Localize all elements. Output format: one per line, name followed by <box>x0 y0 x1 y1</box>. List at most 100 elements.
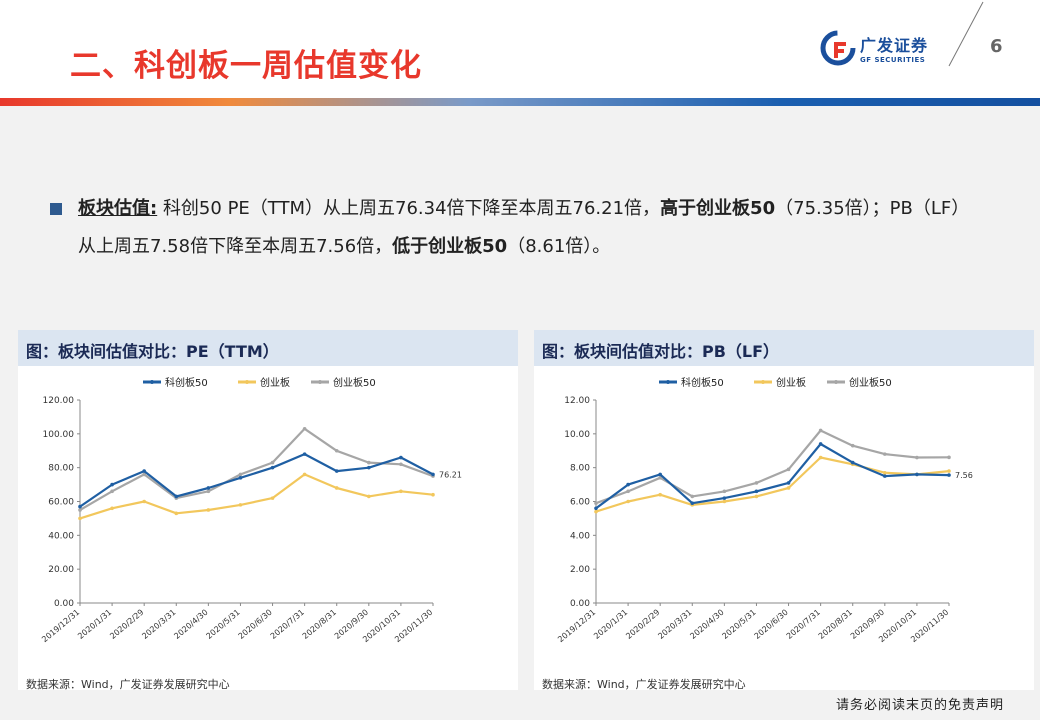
legend-marker <box>761 380 765 384</box>
series-point-1 <box>658 492 662 497</box>
series-point-1 <box>174 511 179 516</box>
series-point-0 <box>722 496 727 500</box>
series-line-0 <box>79 452 434 508</box>
series-line-1 <box>79 473 434 520</box>
series-point-0 <box>594 506 598 511</box>
series-point-0 <box>78 504 82 509</box>
series-point-1 <box>78 516 82 521</box>
x-tick-label: 2020/1/31 <box>76 608 113 641</box>
legend-marker <box>150 380 154 384</box>
x-tick-label: 2019/12/31 <box>40 608 81 645</box>
pe-chart-source: 数据来源：Wind，广发证券发展研究中心 <box>26 678 230 691</box>
series-point-2 <box>883 452 887 456</box>
gf-securities-logo: 广发证券 GF SECURITIES <box>820 30 940 70</box>
y-tick-label: 6.00 <box>570 498 590 508</box>
x-tick-label: 2019/12/31 <box>556 608 597 645</box>
series-point-2 <box>690 494 695 499</box>
series-point-0 <box>626 482 630 487</box>
y-tick-label: 80.00 <box>48 464 74 474</box>
x-tick-label: 2020/8/31 <box>301 608 338 641</box>
x-tick-label: 2020/3/31 <box>656 608 693 641</box>
series-point-1 <box>947 469 951 473</box>
logo-en-text: GF SECURITIES <box>860 56 926 64</box>
y-tick-label: 12.00 <box>564 396 590 406</box>
series-point-1 <box>270 496 275 500</box>
series-point-1 <box>334 486 339 490</box>
pe-chart-header: 图：板块间估值对比：PE（TTM） <box>18 330 518 366</box>
series-point-2 <box>947 455 951 460</box>
bullet-bold-2: 低于创业板50 <box>392 236 508 257</box>
series-point-2 <box>594 501 598 505</box>
series-point-2 <box>270 460 275 465</box>
legend-marker <box>834 380 838 384</box>
series-point-0 <box>754 489 759 494</box>
series-point-1 <box>818 455 823 460</box>
series-point-1 <box>238 503 243 507</box>
series-point-1 <box>722 499 727 504</box>
series-point-2 <box>367 460 371 465</box>
series-point-0 <box>786 481 791 485</box>
series-point-0 <box>947 473 951 477</box>
bullet-text-2: （75.35倍）；PB（LF）从上周五7.58倍下降至本周五7.56倍， <box>78 198 970 257</box>
bullet-text-1: 科创50 PE（TTM）从上周五76.34倍下降至本周五76.21倍， <box>162 198 661 219</box>
legend-marker <box>666 380 670 384</box>
series-line-2 <box>595 429 950 505</box>
end-value-label: 7.56 <box>955 471 973 480</box>
x-tick-label: 2020/4/30 <box>172 608 209 641</box>
series-point-2 <box>786 467 791 472</box>
logo-cn-text: 广发证券 <box>860 36 929 55</box>
series-point-0 <box>431 472 435 477</box>
y-tick-label: 20.00 <box>48 565 74 575</box>
logo-mark-icon <box>820 30 856 66</box>
pb-chart-title: 图：板块间估值对比：PB（LF） <box>542 342 780 361</box>
bullet-bold-1: 高于创业板50 <box>660 198 776 219</box>
series-point-2 <box>818 428 823 433</box>
pb-chart-source: 数据来源：Wind，广发证券发展研究中心 <box>542 678 746 691</box>
series-point-2 <box>110 489 114 494</box>
series-point-2 <box>399 462 403 467</box>
series-point-1 <box>110 506 114 511</box>
pb-chart: 0.00 2.00 4.00 6.00 8.00 10.00 12.00 2019/12/31… <box>556 376 973 645</box>
legend-marker <box>318 380 322 384</box>
legend-label: 科创板50 <box>681 376 724 389</box>
x-tick-label: 2020/5/31 <box>721 608 758 641</box>
series-point-2 <box>658 476 662 480</box>
y-tick-label: 2.00 <box>570 565 590 575</box>
bullet-square-icon <box>50 203 62 215</box>
series-point-2 <box>302 426 307 431</box>
x-tick-label: 2020/4/30 <box>688 608 725 641</box>
series-point-1 <box>786 486 791 490</box>
series-point-2 <box>78 508 82 512</box>
series-point-2 <box>334 448 339 453</box>
series-point-0 <box>142 469 146 473</box>
bullet-text: 板块估值: 科创50 PE（TTM）从上周五76.34倍下降至本周五76.21倍… <box>78 190 980 266</box>
x-tick-label: 2020/1/31 <box>592 608 629 641</box>
y-tick-label: 0.00 <box>54 599 74 609</box>
x-tick-label: 2020/3/31 <box>140 608 177 641</box>
series-point-0 <box>334 469 339 473</box>
series-point-1 <box>594 509 598 514</box>
series-point-1 <box>367 494 371 499</box>
series-point-0 <box>818 442 823 446</box>
disclaimer: 请务必阅读末页的免责声明 <box>836 698 1005 713</box>
series-line-2 <box>79 427 434 511</box>
series-point-2 <box>722 489 727 494</box>
series-point-2 <box>754 481 759 485</box>
series-point-1 <box>883 470 887 475</box>
y-tick-label: 120.00 <box>43 396 75 406</box>
series-point-1 <box>399 489 403 494</box>
series-point-1 <box>626 499 630 504</box>
y-tick-label: 10.00 <box>564 430 590 440</box>
page-title: 二、科创板一周估值变化 <box>70 48 422 84</box>
series-point-0 <box>110 482 114 487</box>
y-tick-label: 40.00 <box>48 531 74 541</box>
series-point-0 <box>270 465 275 470</box>
series-point-0 <box>690 501 695 505</box>
series-point-0 <box>399 455 403 460</box>
valuation-bullet: 板块估值: 科创50 PE（TTM）从上周五76.34倍下降至本周五76.21倍… <box>50 190 980 266</box>
pe-chart-panel: 图：板块间估值对比：PE（TTM） 0.00 20.00 40.00 60.00 80.… <box>18 330 518 691</box>
y-tick-label: 60.00 <box>48 498 74 508</box>
series-point-2 <box>915 455 919 460</box>
bullet-label: 板块估值: <box>78 198 158 219</box>
series-point-0 <box>883 474 887 478</box>
